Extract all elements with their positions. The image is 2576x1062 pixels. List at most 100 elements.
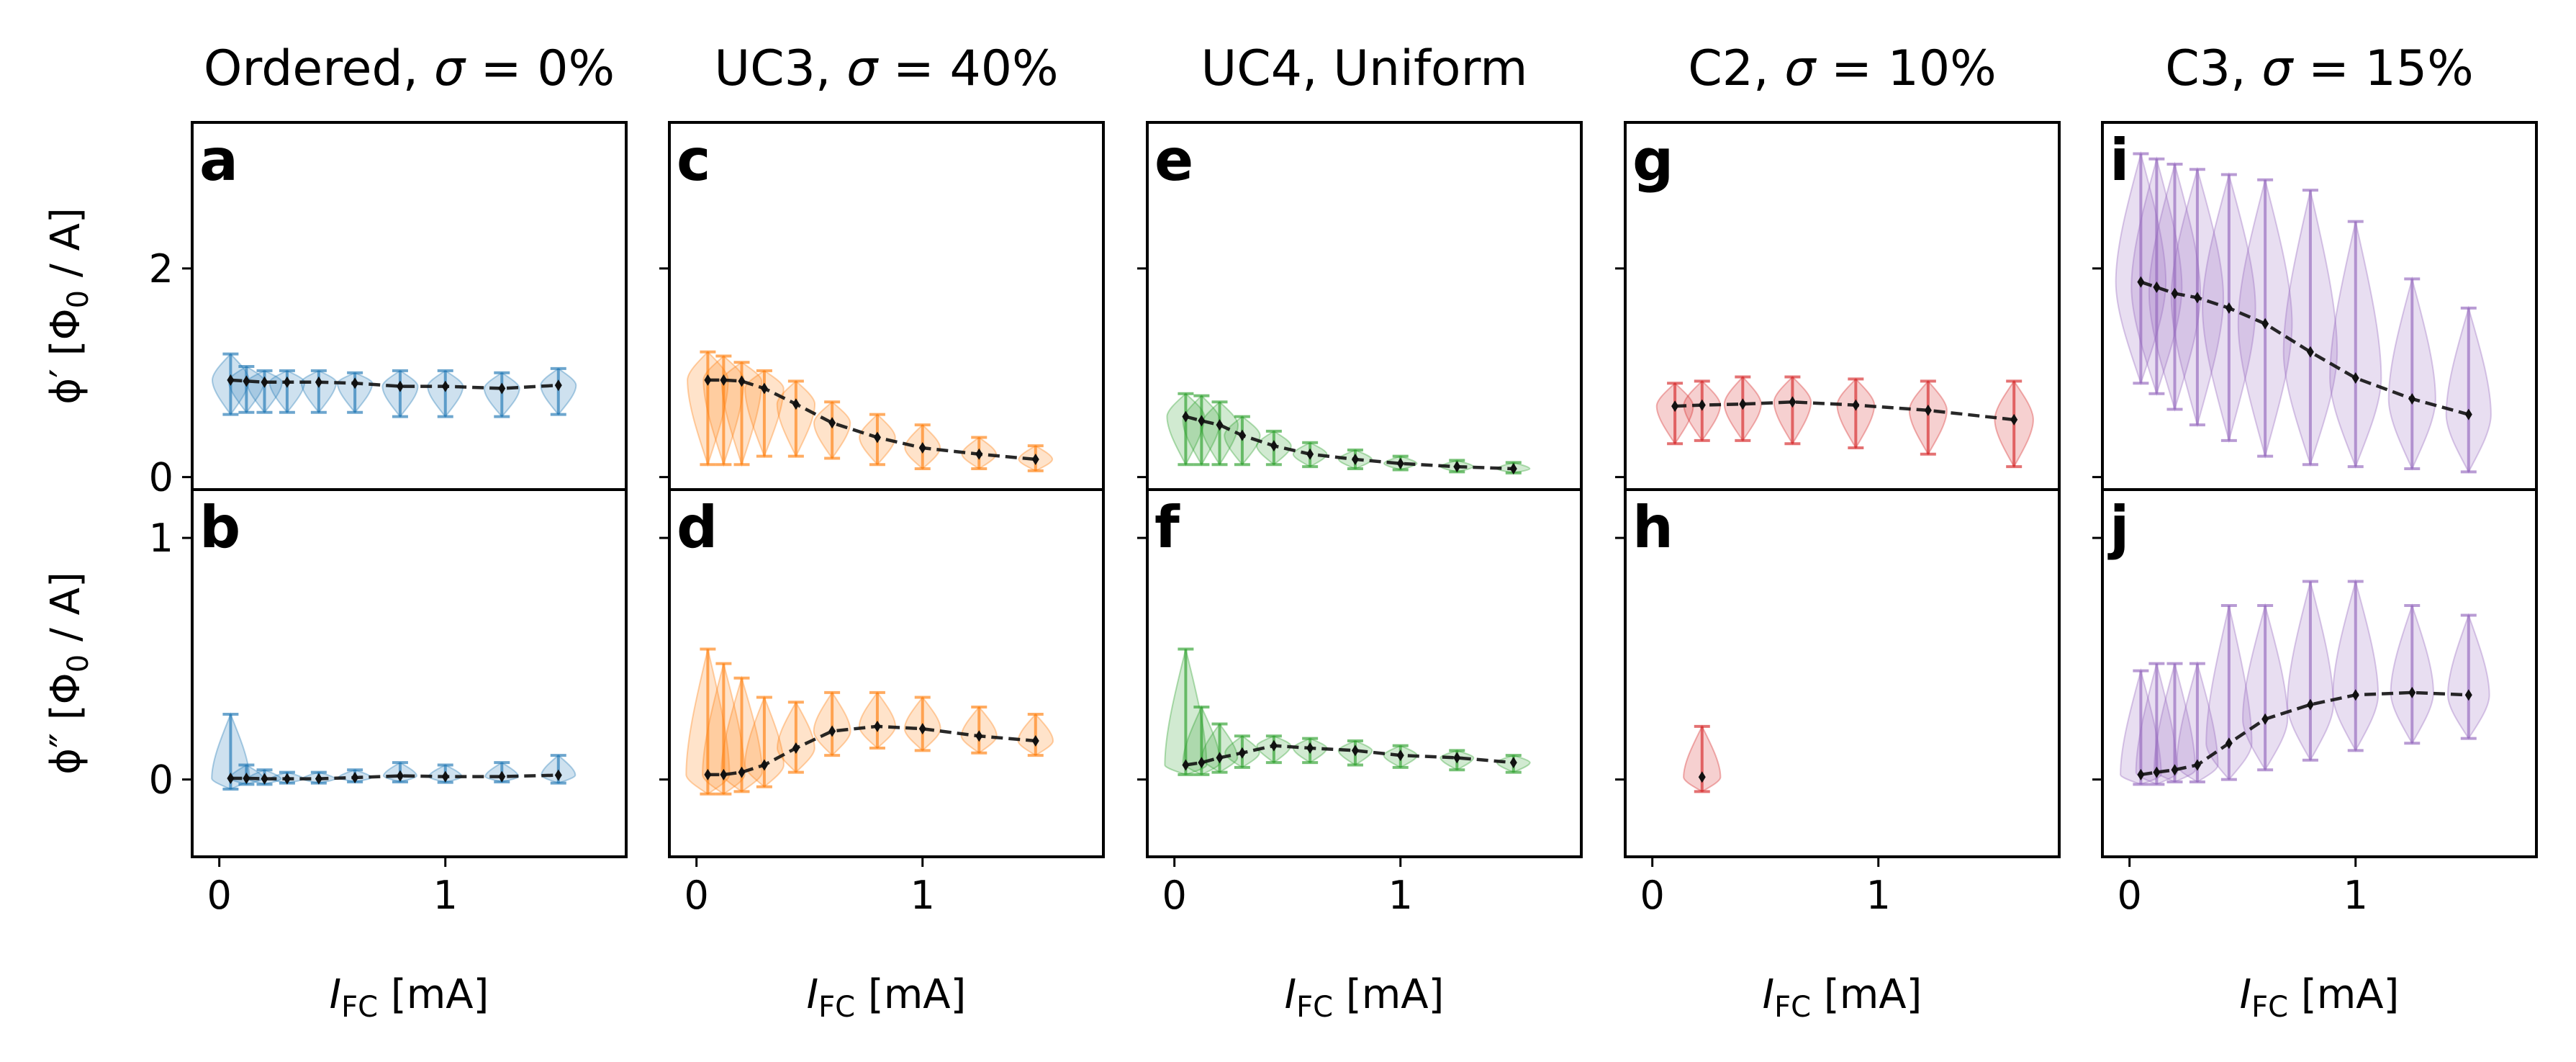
mean-point	[2464, 408, 2472, 420]
data-area	[211, 712, 577, 791]
error-bar	[824, 400, 841, 460]
subplot-c: c	[659, 121, 1105, 491]
data-area	[687, 350, 1054, 472]
x-tick-label: 0	[1640, 873, 1665, 918]
mean-point	[720, 374, 728, 386]
mean-point	[1270, 739, 1278, 752]
subplot-f: f	[1137, 488, 1583, 858]
mean-point	[315, 773, 322, 785]
mean-point	[243, 772, 250, 784]
panel-label: h	[1632, 494, 1673, 561]
mean-point	[1306, 448, 1314, 460]
mean-point	[792, 742, 800, 755]
mean-point	[2408, 686, 2416, 698]
error-bar	[869, 690, 885, 750]
panel-title: UC4, Uniform	[1201, 40, 1527, 97]
error-bar	[2347, 220, 2364, 469]
mean-point	[1698, 771, 1706, 783]
mean-point	[2464, 689, 2472, 701]
error-bar	[2148, 662, 2165, 786]
mean-point	[1238, 429, 1246, 441]
mean-point	[2010, 413, 2018, 426]
mean-point	[1509, 757, 1517, 769]
axes-frame	[191, 121, 628, 491]
x-axis-label: IFC [mA]	[330, 971, 489, 1024]
mean-line	[1185, 415, 1514, 471]
mean-point	[2153, 766, 2161, 778]
mean-line	[708, 724, 1036, 777]
mean-point	[227, 374, 235, 386]
panel-label: g	[1632, 127, 1673, 194]
mean-point	[792, 398, 800, 410]
error-bar	[1211, 400, 1228, 467]
mean-point	[1698, 399, 1706, 411]
mean-point	[1396, 457, 1404, 469]
error-bar	[2166, 162, 2183, 411]
mean-point	[2171, 287, 2179, 300]
mean-point	[760, 759, 768, 771]
panel-title: Ordered, σ = 0%	[204, 40, 615, 97]
mean-point	[720, 768, 728, 780]
mean-point	[1306, 742, 1314, 755]
error-bar	[2404, 277, 2421, 471]
error-bar	[2404, 604, 2421, 745]
x-tick-label: 1	[1866, 873, 1891, 918]
subplot-b: 0 1 b	[149, 488, 628, 858]
x-tick-label: 0	[684, 873, 709, 918]
error-bar	[1211, 722, 1228, 774]
error-bar	[392, 369, 408, 418]
mean-line	[230, 378, 559, 390]
subplot-e: e	[1137, 121, 1583, 491]
mean-point	[1198, 757, 1206, 769]
axes-frame	[2101, 488, 2538, 858]
error-bar	[971, 705, 988, 755]
error-bar	[2133, 152, 2149, 385]
mean-point	[315, 376, 322, 388]
mean-point	[1182, 410, 1190, 423]
mean-point	[828, 725, 836, 737]
error-bar	[2133, 669, 2149, 786]
axes-frame	[1146, 488, 1583, 858]
mean-point	[2193, 759, 2201, 771]
panel-label: i	[2110, 127, 2129, 194]
mean-point	[2225, 302, 2233, 314]
mean-point	[1031, 453, 1039, 465]
error-bar	[2257, 604, 2274, 772]
x-tick-label: 0	[1162, 873, 1187, 918]
error-bar	[1784, 375, 1801, 446]
panel-label: e	[1154, 127, 1193, 194]
error-bar	[437, 369, 453, 418]
error-bar	[2148, 157, 2165, 395]
mean-point	[1739, 398, 1747, 410]
mean-point	[918, 723, 926, 735]
column-2: UC3, σ = 40%c d 0 1 IFC [mA]	[659, 40, 1105, 1024]
error-bar	[1178, 647, 1194, 776]
error-bar	[756, 696, 772, 788]
mean-point	[2261, 318, 2269, 330]
mean-point	[1453, 461, 1461, 473]
x-tick-label: 1	[910, 873, 935, 918]
column-4: C2, σ = 10% g h 0 1 IFC [mA]	[1615, 40, 2061, 1024]
y-axis-label-top: ϕ′ [Φ0 / A]	[42, 207, 95, 404]
mean-point	[498, 770, 506, 783]
x-tick-label: 1	[1388, 873, 1413, 918]
y-tick-label: 2	[149, 246, 173, 292]
error-bar	[1178, 392, 1194, 467]
error-bar	[824, 690, 841, 757]
panel-label: b	[199, 494, 240, 561]
mean-point	[704, 768, 712, 780]
panel-label: a	[199, 127, 238, 194]
mean-point	[227, 772, 235, 784]
mean-point	[2153, 281, 2161, 293]
y-tick-label: 0	[149, 757, 173, 803]
mean-line	[2140, 280, 2469, 416]
mean-point	[2171, 764, 2179, 776]
mean-point	[498, 382, 506, 395]
data-area	[2115, 150, 2492, 474]
mean-point	[1216, 419, 1224, 431]
error-bar	[1920, 379, 1936, 456]
data-area	[1164, 647, 1531, 776]
error-bar	[494, 371, 510, 418]
mean-point	[1216, 752, 1224, 764]
panel-title: C2, σ = 10%	[1688, 40, 1996, 97]
